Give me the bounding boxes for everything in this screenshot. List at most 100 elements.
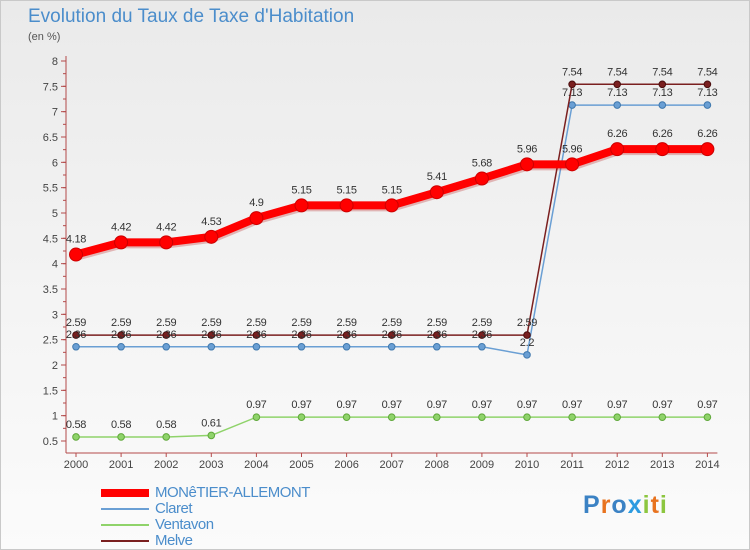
data-point (297, 342, 306, 351)
data-point (387, 331, 396, 339)
data-point (658, 413, 667, 421)
y-tick-label: 4 (52, 259, 58, 271)
data-point (159, 235, 174, 250)
data-point (387, 342, 396, 351)
data-point (207, 431, 216, 440)
data-point (117, 342, 125, 351)
y-tick-label: 6.5 (43, 132, 58, 144)
data-point (297, 413, 306, 421)
y-tick-label: 4.5 (43, 233, 58, 245)
logo-letter: o (611, 491, 628, 519)
proxiti-logo: Proxiti (583, 491, 668, 520)
data-label: 2.59 (201, 317, 221, 329)
y-tick-label: 7 (52, 107, 58, 119)
data-label: 2.59 (156, 317, 176, 329)
y-tick-label: 3 (52, 309, 58, 321)
x-tick-label: 2000 (64, 459, 88, 471)
x-tick-label: 2003 (199, 459, 223, 471)
data-label: 0.97 (472, 399, 492, 411)
data-label: 0.97 (697, 399, 717, 411)
data-point (69, 247, 83, 262)
y-tick-label: 2.5 (43, 335, 58, 347)
data-label: 5.15 (336, 184, 356, 196)
x-tick-label: 2007 (379, 459, 403, 471)
y-tick-label: 2 (52, 360, 58, 372)
logo-letter: t (650, 491, 660, 519)
data-point (117, 331, 125, 339)
data-label: 0.97 (652, 399, 672, 411)
data-label: 7.54 (607, 66, 627, 78)
data-label: 6.26 (607, 128, 627, 140)
data-label: 4.9 (249, 197, 264, 209)
x-tick-label: 2011 (560, 459, 584, 471)
data-point (433, 342, 441, 351)
data-label: 0.97 (427, 399, 447, 411)
data-point (162, 433, 170, 441)
data-label: 5.15 (291, 184, 311, 196)
legend-label-monetier: MONêTIER-ALLEMONT (155, 484, 310, 501)
data-label: 4.18 (66, 234, 86, 246)
data-point (252, 331, 261, 339)
data-label: 0.61 (201, 417, 221, 429)
logo-letter: i (642, 491, 651, 519)
data-point (568, 413, 576, 421)
data-point (613, 101, 622, 109)
data-label: 7.54 (562, 66, 582, 78)
data-point (384, 198, 399, 213)
data-point (565, 157, 580, 172)
data-label: 2.59 (246, 317, 266, 329)
legend-label-ventavon: Ventavon (155, 516, 214, 533)
data-point (478, 413, 486, 421)
data-label: 2.59 (111, 317, 131, 329)
data-point (207, 331, 216, 339)
data-label: 4.53 (201, 216, 221, 228)
data-label: 6.26 (652, 128, 672, 140)
legend-swatch-claret (101, 508, 149, 510)
data-point (700, 142, 715, 157)
data-point (613, 413, 622, 421)
data-point (474, 171, 489, 186)
data-label: 2.36 (201, 329, 221, 341)
data-label: 0.58 (66, 419, 86, 431)
data-point (429, 185, 444, 200)
legend-swatch-monetier (101, 489, 149, 497)
data-label: 4.42 (156, 221, 176, 233)
y-tick-label: 7.5 (43, 81, 58, 93)
data-label: 2.36 (246, 329, 266, 341)
x-tick-label: 2005 (289, 459, 313, 471)
data-point (207, 342, 216, 351)
y-tick-label: 8 (52, 56, 58, 68)
data-point (478, 342, 486, 351)
data-point (162, 331, 170, 339)
data-point (613, 80, 622, 89)
data-point (568, 101, 576, 109)
data-point (117, 433, 125, 441)
data-point (252, 342, 261, 351)
data-point (114, 235, 129, 250)
y-tick-label: 5 (52, 208, 58, 220)
data-point (72, 342, 80, 351)
data-point (478, 331, 486, 339)
data-point (162, 342, 170, 351)
x-tick-label: 2008 (425, 459, 449, 471)
data-label: 7.13 (652, 87, 672, 99)
data-point (252, 413, 261, 421)
data-label: 5.68 (472, 158, 492, 170)
x-tick-label: 2004 (244, 459, 268, 471)
data-point (342, 331, 351, 339)
data-label: 5.41 (427, 171, 447, 183)
y-tick-label: 1.5 (43, 385, 58, 397)
data-label: 7.54 (697, 66, 717, 78)
y-tick-label: 6 (52, 157, 58, 169)
data-point (523, 351, 531, 359)
data-point (703, 413, 712, 421)
data-label: 2.36 (382, 329, 402, 341)
data-point (520, 157, 534, 172)
data-point (610, 142, 625, 157)
data-label: 0.97 (607, 399, 627, 411)
legend-label-melve: Melve (155, 532, 193, 549)
y-tick-label: 0.5 (43, 436, 58, 448)
data-label: 2.36 (291, 329, 311, 341)
